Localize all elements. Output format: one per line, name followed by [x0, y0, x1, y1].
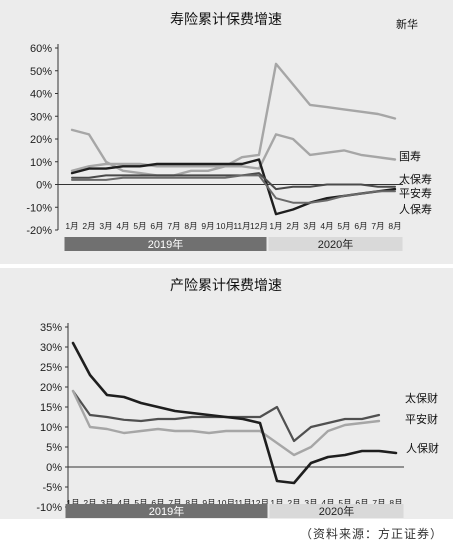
- y-tick-label: 35%: [40, 322, 62, 334]
- x-tick-label: 7月: [168, 498, 181, 508]
- x-tick-label: 6月: [151, 498, 164, 508]
- series-line: [70, 62, 397, 177]
- x-tick-label: 10月: [216, 221, 234, 231]
- series-label: 太保寿: [399, 172, 432, 186]
- x-tick-label: 1月: [270, 498, 283, 508]
- y-tick-label: 40%: [30, 89, 52, 101]
- year-band-label: 2019年: [149, 504, 184, 518]
- y-tick-label: 0%: [36, 180, 52, 192]
- y-tick-label: -10%: [36, 502, 62, 514]
- year-band: [268, 237, 403, 251]
- x-tick-label: 6月: [150, 221, 163, 231]
- series-line: [70, 133, 397, 172]
- y-tick-label: 20%: [30, 134, 52, 146]
- series-label: 人保寿: [399, 202, 432, 216]
- year-band: [269, 504, 404, 518]
- x-tick-label: 5月: [338, 498, 351, 508]
- x-tick-label: 1月: [65, 221, 78, 231]
- x-tick-label: 5月: [337, 221, 350, 231]
- y-tick-label: -5%: [42, 482, 62, 494]
- x-tick-label: 12月: [250, 221, 268, 231]
- x-tick-label: 5月: [133, 221, 146, 231]
- x-tick-label: 8月: [184, 221, 197, 231]
- year-band: [65, 504, 268, 518]
- series-label: 人保财: [406, 441, 439, 455]
- x-tick-label: 6月: [355, 498, 368, 508]
- y-tick-label: 25%: [40, 362, 62, 374]
- y-tick-label: -20%: [26, 225, 52, 237]
- x-tick-label: 1月: [269, 221, 282, 231]
- series-line: [71, 389, 381, 457]
- x-tick-label: 4月: [117, 498, 130, 508]
- x-tick-label: 12月: [251, 498, 269, 508]
- property-insurance-chart: 产险累计保费增速 35% 30% 25% 20% 15% 10% 5% 0% -5% -10% 1月 2…: [36, 277, 439, 518]
- series-line: [71, 174, 396, 204]
- y-tick-label: 0%: [46, 462, 62, 474]
- x-tick-label: 9月: [202, 498, 215, 508]
- y-tick-label: 10%: [30, 157, 52, 169]
- x-tick-label: 3月: [304, 498, 317, 508]
- year-band-label: 2019年: [148, 237, 183, 251]
- x-tick-label: 6月: [354, 221, 367, 231]
- x-tick-label: 8月: [185, 498, 198, 508]
- life-insurance-chart-panel: 寿险累计保费增速 60% 50% 40% 30% 20% 10% 0% -10% -20% 1月 2月…: [0, 0, 453, 264]
- x-tick-label: 3月: [303, 221, 316, 231]
- chart-title: 产险累计保费增速: [170, 277, 282, 293]
- x-tick-label: 7月: [372, 498, 385, 508]
- x-tick-label: 3月: [100, 498, 113, 508]
- x-tick-label: 7月: [371, 221, 384, 231]
- y-tick-label: 60%: [30, 43, 52, 55]
- y-tick-label: 30%: [30, 111, 52, 123]
- series-line: [71, 172, 396, 191]
- x-tick-label: 8月: [388, 221, 401, 231]
- series-label: 平安财: [405, 412, 438, 426]
- series-label: 平安寿: [399, 186, 432, 200]
- series-line: [70, 158, 397, 216]
- y-tick-label: 15%: [40, 402, 62, 414]
- y-tick-label: 5%: [46, 442, 62, 454]
- x-tick-label: 4月: [320, 221, 333, 231]
- x-tick-label: 11月: [234, 498, 251, 508]
- x-tick-label: 2月: [287, 498, 300, 508]
- series-line: [71, 341, 398, 485]
- source-note: （资料来源：方正证券）: [299, 527, 443, 541]
- year-band: [64, 237, 267, 251]
- year-band-label: 2020年: [318, 237, 353, 251]
- x-tick-label: 11月: [233, 221, 250, 231]
- x-tick-label: 5月: [134, 498, 147, 508]
- series-label: 太保财: [405, 391, 438, 405]
- y-tick-label: 10%: [40, 422, 62, 434]
- life-insurance-chart: 寿险累计保费增速 60% 50% 40% 30% 20% 10% 0% -10% -20% 1月 2月…: [26, 11, 432, 251]
- x-tick-label: 4月: [116, 221, 129, 231]
- y-tick-label: 20%: [40, 382, 62, 394]
- x-tick-label: 10月: [217, 498, 235, 508]
- chart-title: 寿险累计保费增速: [170, 11, 282, 27]
- x-tick-label: 1月: [66, 498, 79, 508]
- x-tick-label: 3月: [99, 221, 112, 231]
- x-tick-label: 9月: [201, 221, 214, 231]
- series-label: 国寿: [399, 149, 421, 163]
- year-band-label: 2020年: [319, 504, 354, 518]
- x-tick-label: 7月: [167, 221, 180, 231]
- y-tick-label: 30%: [40, 342, 62, 354]
- x-tick-label: 4月: [321, 498, 334, 508]
- x-tick-label: 2月: [83, 498, 96, 508]
- series-label: 新华: [396, 17, 418, 31]
- x-tick-label: 2月: [82, 221, 95, 231]
- y-tick-label: 50%: [30, 66, 52, 78]
- x-tick-label: 2月: [286, 221, 299, 231]
- property-insurance-chart-panel: 产险累计保费增速 35% 30% 25% 20% 15% 10% 5% 0% -5% -10% 1月 2…: [0, 268, 453, 519]
- x-tick-label: 8月: [389, 498, 402, 508]
- y-tick-label: -10%: [26, 202, 52, 214]
